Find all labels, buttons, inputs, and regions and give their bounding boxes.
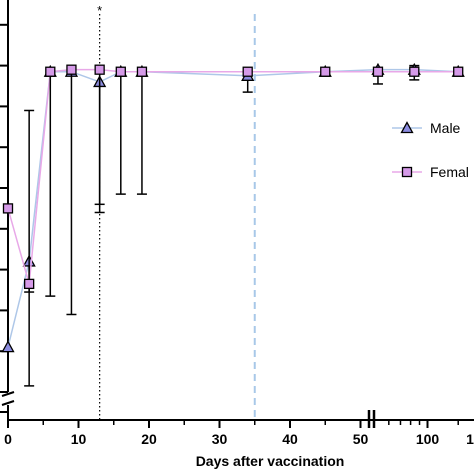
data-point: [2, 203, 14, 214]
x-tick-label: 0: [4, 431, 12, 447]
x-tick-labels: 0 10 20 30 40 50 100 1: [4, 431, 474, 447]
series-line: [7, 68, 459, 348]
series-layer: [1, 62, 465, 387]
series-femal: [2, 64, 464, 387]
data-point: [45, 66, 56, 77]
data-point: [115, 66, 126, 77]
data-point: [66, 64, 77, 75]
data-point: [1, 340, 15, 353]
legend-label: Femal: [430, 164, 469, 180]
legend: Male Femal: [392, 120, 469, 180]
data-point: [23, 278, 35, 290]
legend-marker: [400, 121, 414, 134]
x-tick-label: 10: [71, 431, 87, 447]
legend-label: Male: [430, 120, 461, 136]
y-ticks: [0, 23, 8, 413]
reference-lines: *: [97, 3, 256, 420]
significance-marker: *: [97, 3, 102, 18]
y-axis-break-mark: [1, 400, 15, 406]
x-tick-label: 50: [353, 431, 369, 447]
legend-marker: [401, 166, 413, 178]
x-tick-label: 20: [141, 431, 157, 447]
y-axis-break-mark: [1, 391, 15, 397]
x-axis-title: Days after vaccination: [196, 453, 345, 469]
data-point: [94, 64, 105, 75]
data-point: [372, 66, 384, 77]
data-point: [320, 66, 331, 77]
data-point: [409, 66, 420, 77]
x-tick-label: 30: [212, 431, 228, 447]
x-ticks: [7, 420, 459, 428]
x-tick-label: 1: [466, 431, 474, 447]
x-tick-label: 100: [416, 431, 440, 447]
data-point: [242, 66, 253, 77]
data-point: [453, 66, 464, 77]
data-point: [136, 66, 148, 77]
series-line: [7, 68, 459, 285]
x-tick-label: 40: [282, 431, 298, 447]
